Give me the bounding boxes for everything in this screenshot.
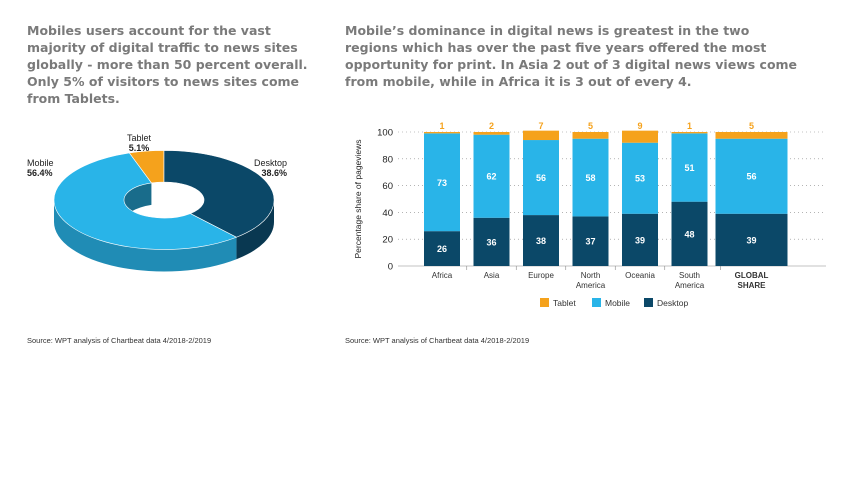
data-label-tablet: 9 [637,121,642,131]
donut-label-mobile-name: Mobile [27,158,54,168]
data-label-tablet: 1 [439,121,444,131]
data-label-mobile: 58 [585,173,595,183]
data-label-mobile: 56 [746,172,756,182]
data-label-tablet: 5 [749,121,754,131]
data-label-desktop: 38 [536,236,546,246]
data-label-desktop: 36 [486,237,496,247]
y-tick-label: 60 [382,181,393,192]
y-tick-label: 80 [382,154,393,165]
donut-label-mobile-value: 56.4% [27,168,53,178]
left-source: Source: WPT analysis of Chartbeat data 4… [27,336,212,345]
bar-mobile [473,134,510,218]
bar-desktop [523,215,559,266]
y-tick-label: 100 [377,128,393,139]
data-label-tablet: 7 [538,121,543,131]
donut-inner-mobile [124,182,152,222]
data-label-mobile: 62 [486,172,496,182]
legend-label-desktop: Desktop [657,298,688,308]
donut-label-desktop: Desktop 38.6% [254,158,287,178]
donut-label-desktop-name: Desktop [254,158,288,168]
bar-mobile [572,138,609,217]
x-tick-label: South [679,271,700,280]
data-label-mobile: 56 [536,173,546,183]
data-label-desktop: 48 [684,229,694,239]
data-label-tablet: 1 [687,121,692,131]
donut-label-tablet-value: 5.1% [128,143,150,153]
legend-swatch-desktop [644,298,653,307]
bar-mobile [424,133,460,232]
data-label-tablet: 2 [489,121,494,131]
donut-side-desktop [236,200,274,260]
donut-label-tablet: Tablet 5.1% [127,133,151,153]
bar-tablet [473,132,510,135]
bar-tablet [424,132,460,134]
x-tick-label: Oceania [625,271,655,280]
legend-swatch-mobile [592,298,601,307]
y-tick-label: 20 [382,235,393,246]
x-tick-label: Asia [484,271,500,280]
donut-side-mobile [53,200,237,272]
data-label-mobile: 51 [684,163,694,173]
bar-tablet [523,130,559,141]
data-label-desktop: 39 [635,235,645,245]
data-label-tablet: 5 [588,121,593,131]
y-axis-label: Percentage share of pageviews [353,139,363,258]
data-label-desktop: 26 [437,244,447,254]
x-tick-label: America [576,281,606,290]
y-tick-label: 0 [388,262,393,273]
bar-mobile [671,133,708,202]
bar-desktop [671,201,708,266]
legend-label-mobile: Mobile [605,298,630,308]
x-tick-label: GLOBAL [735,271,769,280]
data-label-mobile: 73 [437,178,447,188]
x-tick-label: SHARE [737,281,766,290]
bar-tablet [671,132,708,134]
donut-slice-desktop [163,150,275,238]
x-tick-label: America [675,281,705,290]
bar-desktop [473,217,510,266]
bar-mobile [622,142,658,214]
x-tick-label: Europe [528,271,554,280]
x-tick-label: North [581,271,601,280]
donut-slice-mobile [53,152,238,250]
donut-chart [53,150,275,272]
bar-desktop [424,231,460,266]
bar-tablet [572,132,609,139]
legend-swatch-tablet [540,298,549,307]
bar-mobile [715,138,788,214]
legend-label-tablet: Tablet [553,298,576,308]
data-label-mobile: 53 [635,174,645,184]
bar-tablet [715,132,788,139]
bar-mobile [523,140,559,216]
y-tick-label: 40 [382,208,393,219]
bar-desktop [622,213,658,266]
data-label-desktop: 39 [746,235,756,245]
bar-tablet [622,130,658,143]
x-tick-label: Africa [432,271,453,280]
donut-label-tablet-name: Tablet [127,133,152,143]
left-headline: Mobiles users account for the vast major… [27,23,308,106]
right-headline: Mobile’s dominance in digital news is gr… [345,23,798,89]
bar-desktop [715,213,788,266]
data-label-desktop: 37 [585,237,595,247]
donut-label-mobile: Mobile 56.4% [27,158,54,178]
bar-desktop [572,216,609,266]
right-source: Source: WPT analysis of Chartbeat data 4… [345,336,530,345]
donut-label-desktop-value: 38.6% [261,168,288,178]
